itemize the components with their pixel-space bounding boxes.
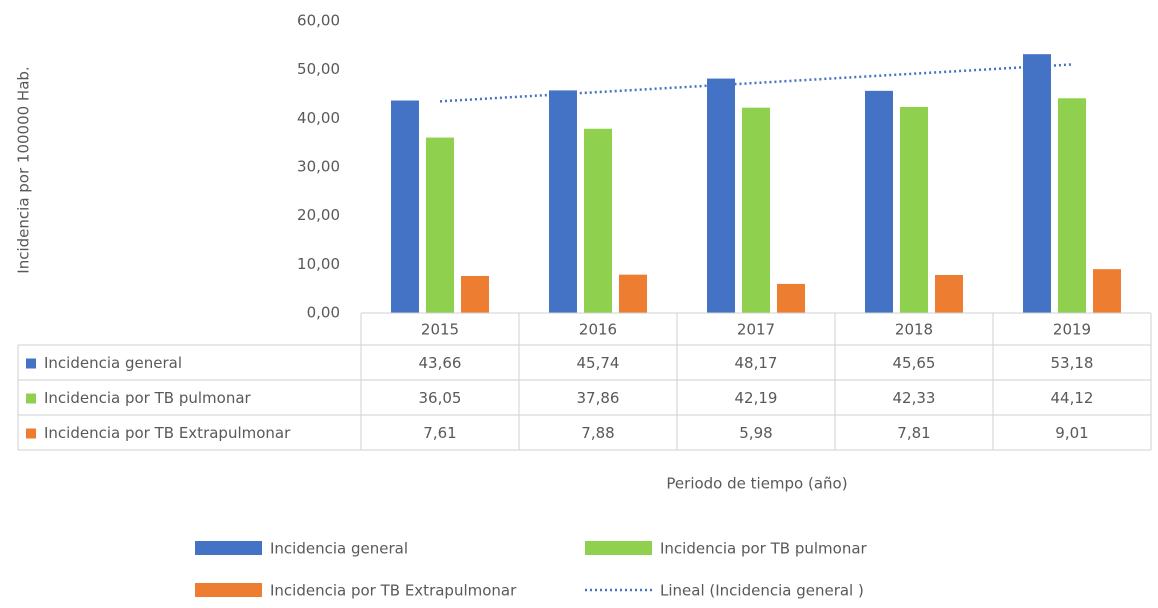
table-row-label: Incidencia por TB Extrapulmonar	[44, 424, 291, 442]
bar	[619, 274, 647, 313]
table-legend-key	[26, 393, 36, 404]
trend-line	[439, 63, 1073, 103]
bar	[865, 90, 893, 313]
table-cell: 42,19	[735, 389, 778, 407]
legend-swatch	[585, 541, 652, 555]
table-cell: 7,61	[423, 424, 456, 442]
bar	[900, 106, 928, 313]
y-axis-title: Incidencia por 100000 Hab.	[15, 66, 33, 273]
x-tick-label: 2019	[1053, 321, 1091, 339]
y-tick-label: 30,00	[297, 158, 340, 176]
bar	[584, 128, 612, 313]
y-tick-label: 50,00	[297, 60, 340, 78]
table-cell: 45,74	[577, 354, 620, 372]
table-cell: 9,01	[1055, 424, 1088, 442]
table-legend-key	[26, 358, 36, 369]
y-tick-label: 60,00	[297, 12, 340, 30]
bar	[777, 283, 805, 313]
table-cell: 7,81	[897, 424, 930, 442]
legend-label: Lineal (Incidencia general )	[660, 582, 864, 600]
bar	[391, 100, 419, 313]
x-tick-label: 2015	[421, 321, 459, 339]
table-cell: 53,18	[1051, 354, 1094, 372]
legend-label: Incidencia por TB Extrapulmonar	[270, 582, 517, 600]
bar	[461, 275, 489, 313]
table-cell: 43,66	[419, 354, 462, 372]
legend-swatch	[195, 541, 262, 555]
table-cell: 7,88	[581, 424, 614, 442]
bar	[935, 274, 963, 313]
x-tick-label: 2016	[579, 321, 617, 339]
x-axis-title: Periodo de tiempo (año)	[666, 475, 847, 493]
bar	[426, 137, 454, 313]
x-tick-label: 2017	[737, 321, 775, 339]
bar	[1093, 269, 1121, 313]
table-cell: 42,33	[893, 389, 936, 407]
y-tick-label: 0,00	[307, 304, 340, 322]
table-cell: 5,98	[739, 424, 772, 442]
bar	[1058, 98, 1086, 313]
table-row-label: Incidencia general	[44, 354, 182, 372]
table-cell: 45,65	[893, 354, 936, 372]
table-row-label: Incidencia por TB pulmonar	[44, 389, 252, 407]
table-cell: 36,05	[419, 389, 462, 407]
table-cell: 37,86	[577, 389, 620, 407]
legend-label: Incidencia general	[270, 540, 408, 558]
y-tick-label: 40,00	[297, 109, 340, 127]
bar	[1023, 54, 1051, 313]
x-tick-label: 2018	[895, 321, 933, 339]
y-tick-label: 10,00	[297, 255, 340, 273]
legend-swatch	[195, 583, 262, 597]
table-cell: 48,17	[735, 354, 778, 372]
table-legend-key	[26, 428, 36, 439]
bar	[707, 78, 735, 314]
legend-label: Incidencia por TB pulmonar	[660, 540, 868, 558]
bar	[742, 107, 770, 314]
table-cell: 44,12	[1051, 389, 1094, 407]
y-tick-label: 20,00	[297, 206, 340, 224]
bar	[549, 90, 577, 313]
